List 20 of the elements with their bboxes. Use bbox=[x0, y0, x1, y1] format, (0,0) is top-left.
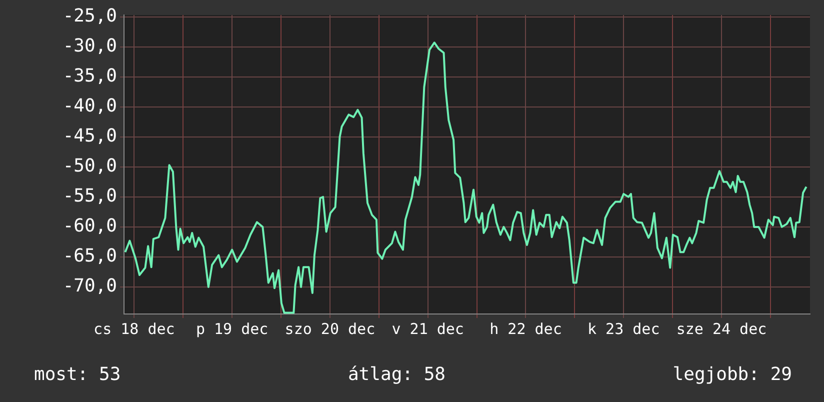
x-tick-label: p 19 dec bbox=[196, 320, 268, 338]
x-tick-label: cs 18 dec bbox=[94, 320, 175, 338]
y-tick-label: -35,0 bbox=[62, 66, 117, 87]
x-tick-label: v 21 dec bbox=[392, 320, 464, 338]
y-tick-label: -45,0 bbox=[62, 126, 117, 147]
x-tick-label: h 22 dec bbox=[490, 320, 562, 338]
x-tick-label: k 23 dec bbox=[587, 320, 660, 338]
x-tick-label: szo 20 dec bbox=[284, 320, 376, 338]
y-tick-label: -40,0 bbox=[62, 96, 117, 117]
text: most: 53 bbox=[34, 364, 121, 385]
x-tick-label: sze 24 dec bbox=[676, 320, 767, 338]
y-tick-label: -60,0 bbox=[62, 216, 117, 237]
y-tick-label: -55,0 bbox=[62, 186, 117, 207]
y-tick-label: -65,0 bbox=[62, 246, 117, 267]
y-tick-label: -30,0 bbox=[62, 35, 117, 56]
y-tick-label: -25,0 bbox=[62, 5, 117, 26]
y-tick-label: -70,0 bbox=[62, 276, 117, 297]
text: legjobb: 29 bbox=[672, 364, 792, 385]
text: átlag: 58 bbox=[348, 364, 446, 385]
y-tick-label: -50,0 bbox=[62, 156, 117, 177]
